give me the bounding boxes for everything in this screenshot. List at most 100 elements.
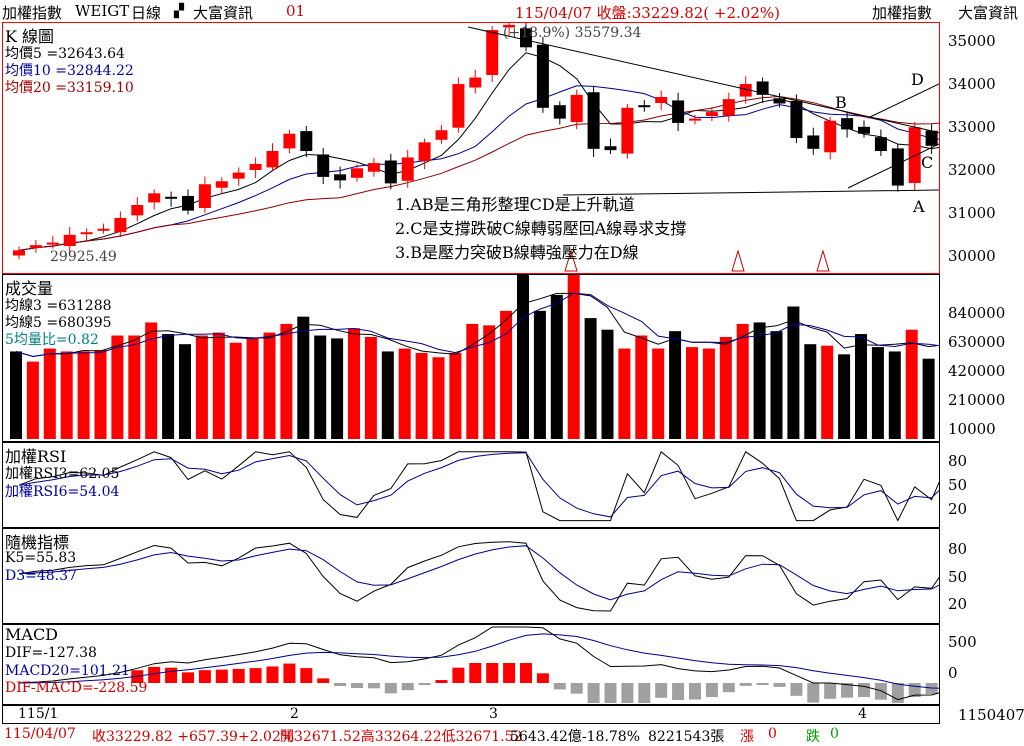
volume-bar	[60, 351, 73, 439]
macd-histogram-bar	[841, 683, 854, 698]
volume-bar	[297, 316, 310, 439]
volume-bar	[314, 335, 327, 439]
candle-body	[131, 205, 144, 216]
macd-histogram-bar	[621, 683, 634, 703]
volume-bar	[10, 351, 22, 439]
price-tick: 32000	[948, 161, 996, 179]
d-label: D3=48.37	[5, 568, 77, 584]
volume-tick: 10000	[948, 420, 996, 438]
trendline-d	[867, 83, 939, 119]
volume-bar	[905, 329, 918, 439]
macd-histogram-bar	[198, 670, 211, 683]
volume-bar	[838, 354, 851, 439]
candle-body	[367, 163, 380, 172]
candle-body	[621, 107, 634, 154]
volume-bar	[212, 332, 225, 439]
macd-histogram-bar	[655, 683, 668, 698]
volume-bar	[702, 348, 715, 439]
macd-histogram-bar	[148, 666, 161, 683]
macd-histogram-bar	[604, 683, 617, 703]
period-select[interactable]: 日線	[131, 4, 162, 22]
candle-body	[604, 146, 617, 151]
candle-body	[739, 84, 752, 97]
price-tick: 34000	[948, 75, 996, 93]
time-tick: 115/1	[18, 706, 59, 722]
macd-pane[interactable]: MACD DIF=-127.38 MACD20=101.21 DIF-MACD=…	[2, 624, 940, 705]
rsi-title: 加權RSI	[5, 447, 67, 466]
ma10-label: 均價10 =32844.22	[5, 63, 134, 79]
candle-body	[435, 130, 448, 140]
macd-histogram-bar	[587, 683, 600, 703]
time-tick: 4	[858, 706, 867, 722]
price-tick: 31000	[948, 204, 996, 222]
volume-bar	[855, 334, 867, 439]
candle-body	[705, 112, 718, 117]
candle-body	[773, 98, 786, 104]
status-amount: 5643.42億-18.78%	[510, 729, 641, 745]
candle-body	[46, 242, 59, 245]
kd-title: 隨機指標	[5, 533, 70, 552]
vol-ma3-label: 均線3 =631288	[5, 298, 112, 314]
volume-bar	[111, 335, 124, 439]
macd-histogram-bar	[638, 683, 651, 703]
volume-bar	[922, 358, 935, 439]
header-bar: 加權指數 WEIGT 日線 ▞ 大富資訊 01 115/04/07 收盤:332…	[0, 0, 1024, 22]
status-close: 收33229.82 +657.39+2.02%	[92, 729, 295, 745]
kd-pane[interactable]: 隨機指標 K5=55.83 D3=48.37	[2, 528, 940, 624]
candle-body	[148, 193, 161, 203]
quote-summary: 115/04/07 收盤:33229.82( +2.02%)	[515, 4, 780, 22]
macd-histogram-bar	[773, 683, 786, 687]
rsi-pane[interactable]: 加權RSI 加權RSI3=62.05 加權RSI6=54.04	[2, 442, 940, 528]
macd-signal-line	[18, 633, 939, 689]
macd-histogram-bar	[452, 667, 465, 683]
macd-histogram-bar	[739, 683, 752, 686]
volume-bar	[770, 331, 783, 439]
candle-body	[198, 184, 211, 209]
candle-body	[63, 234, 76, 247]
time-axis[interactable]: 115/1 2 3 4	[2, 705, 940, 724]
volume-tick: 420000	[948, 362, 1006, 380]
candle-body	[452, 84, 465, 128]
candle-body	[418, 142, 431, 161]
macd-histogram-bar	[536, 673, 549, 683]
volume-bar	[179, 344, 191, 439]
volume-bar	[348, 328, 360, 439]
grid-icon[interactable]: ▞	[174, 4, 184, 19]
kline-pane[interactable]: K 線圖 均價5 =32643.64 均價10 =32844.22 均價20 =…	[2, 22, 940, 274]
status-ohl: 開32671.52高33264.22低32671.52	[280, 729, 523, 745]
volume-bar	[162, 334, 175, 439]
macd-histogram-bar	[672, 683, 685, 700]
rsi-tick: 80	[948, 452, 968, 470]
volume-pane[interactable]: 成交量 均線3 =631288 均線5 =680395 5均量比=0.82	[2, 274, 940, 442]
volume-bar	[719, 336, 732, 439]
rsi-axis: 80 50 20	[940, 442, 1024, 528]
candle-body	[638, 105, 651, 108]
status-shares: 8221543張	[648, 729, 725, 745]
macd-axis: 500 0	[940, 624, 1024, 705]
rsi-chart	[18, 450, 939, 522]
rsi-tick: 20	[948, 500, 968, 518]
candle-body	[858, 126, 870, 134]
macd-histogram-bar	[469, 663, 482, 683]
candle-body	[655, 97, 668, 104]
dif-label: DIF=-127.38	[5, 645, 97, 661]
macd-histogram-bar	[553, 683, 566, 690]
macd-histogram-bar	[689, 683, 701, 700]
status-bar: 115/04/07 收33229.82 +657.39+2.02% 開32671…	[0, 724, 1024, 745]
volume-bar	[669, 331, 682, 439]
candle-body	[570, 94, 583, 123]
candle-body	[232, 172, 245, 179]
candle-body	[672, 100, 685, 123]
macd-chart	[18, 626, 939, 703]
volume-tick: 840000	[948, 304, 1006, 322]
d-line	[18, 545, 939, 601]
macd-title: MACD	[5, 625, 59, 644]
macd-histogram-bar	[283, 663, 296, 683]
volume-bar	[280, 323, 293, 439]
note-line-1: 1.AB是三角形整理CD是上升軌道	[395, 195, 635, 214]
macd-histogram-bar	[317, 678, 330, 683]
candle-body	[351, 168, 363, 178]
volume-bar	[533, 310, 546, 439]
candle-body	[553, 105, 566, 119]
candle-body	[790, 100, 803, 139]
